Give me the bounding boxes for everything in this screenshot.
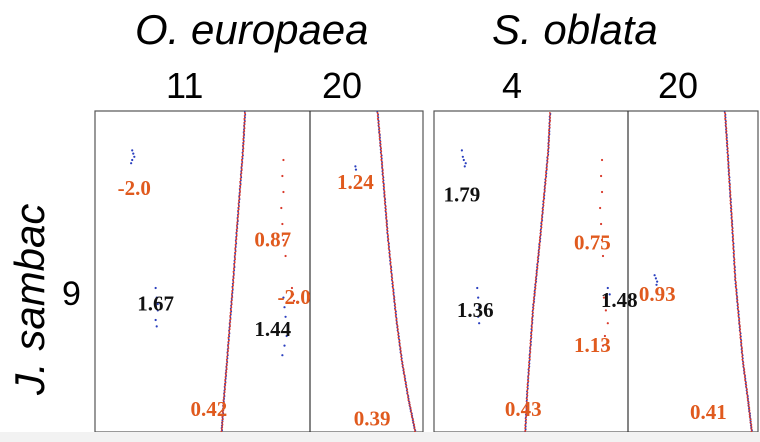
ks-label-so-20-0: 0.93 [639,282,676,306]
chromosome-label-so-4: 4 [502,65,522,106]
synteny-dot-so-4-1-4 [478,322,481,325]
synteny-dot-so-4-2-4 [599,222,603,226]
synteny-dot-oe-20-0-1 [354,168,358,171]
ks-label-oe-20-0: 1.24 [337,170,374,194]
synteny-dot-oe-11-3-2 [284,315,287,318]
synteny-dot-oe-11-2-0 [282,158,285,162]
ks-label-so-4-4: 1.48 [601,288,638,312]
synteny-dot-so-4-1-1 [477,296,480,299]
ks-label-so-4-3: 1.13 [574,333,611,357]
synteny-dot-oe-11-1-1 [155,296,158,299]
ks-label-oe-11-1: 1.67 [137,291,174,315]
ks-label-so-4-2: 0.75 [574,231,611,255]
synteny-dot-oe-11-2-1 [281,174,284,178]
synteny-dot-so-4-1-0 [476,286,479,290]
panel-so-4: 1.79 1.36 0.75 1.13 1.48 0.43 [444,112,638,432]
synteny-dot-so-4-1-3 [477,315,480,318]
synteny-dot-oe-11-0-4 [130,162,133,165]
ks-label-oe-11-2: 0.87 [254,227,291,251]
synteny-dot-so-4-2-0 [600,158,604,162]
synteny-dot-oe-11-2-3 [280,206,283,210]
synteny-dot-oe-11-1-3 [154,318,157,322]
synteny-dot-so-4-2-6 [601,254,605,258]
synteny-dot-so-4-2-3 [599,206,602,210]
ks-label-oe-11-3: 1.44 [254,317,291,341]
panel-frame-oe [94,110,424,432]
synteny-dot-oe-20-0-0 [354,165,357,168]
synteny-dot-oe-11-1-0 [154,286,157,290]
synteny-dot-oe-11-3-3 [286,325,289,328]
ks-label-oe-11-0: -2.0 [118,176,151,200]
ks-label-oe-11-5: 0.42 [191,397,228,421]
synteny-dot-oe-11-1-4 [155,325,158,328]
ks-label-so-4-5: 0.43 [505,397,542,421]
synteny-dot-oe-11-3-0 [282,296,285,299]
synteny-dot-oe-11-4-2 [292,299,296,302]
synteny-dot-oe-11-4-1 [291,293,295,296]
synteny-dot-so-20-0-0 [653,274,656,277]
synteny-dot-so-4-3-1 [604,309,607,312]
synteny-dot-oe-11-0-0 [131,149,134,152]
synteny-dot-oe-11-0-3 [131,158,134,162]
synteny-dot-oe-11-1-2 [156,309,159,312]
synteny-dot-so-4-2-1 [599,174,603,178]
column-species-1: S. oblata [492,6,658,53]
synteny-dot-so-4-3-3 [603,334,607,338]
panel-frame-so [433,110,759,432]
synteny-dot-so-4-3-2 [606,322,609,325]
synteny-dot-so-4-0-3 [464,162,467,165]
bottom-strip [0,432,760,442]
synteny-dot-oe-11-5-319 [220,430,223,432]
synteny-dot-so-4-3-0 [602,296,606,299]
chromosome-label-oe-20: 20 [322,65,362,106]
synteny-dot-oe-11-3-6 [281,354,284,357]
synteny-dot-oe-11-1-5 [156,302,159,306]
chromosome-label-so-20: 20 [658,65,698,106]
synteny-dot-oe-11-4-0 [290,286,294,290]
ks-label-so-20-1: 0.41 [690,400,727,424]
ks-label-oe-11-4: -2.0 [277,285,310,309]
synteny-dot-so-4-0-0 [460,149,463,152]
synteny-dot-oe-11-0-2 [133,155,136,158]
synteny-dot-so-4-4-0 [606,286,609,290]
synteny-dot-so-4-0-2 [462,158,465,162]
synteny-dot-so-20-1-319 [750,430,753,432]
column-species-0: O. europaea [135,6,369,53]
panel-oe-11: -2.0 1.67 0.87 1.44 -2.0 0.42 [118,111,311,432]
synteny-dot-so-4-5-319 [549,112,551,114]
synteny-dot-so-4-3-4 [601,344,605,347]
ks-label-oe-20-1: 0.39 [354,407,391,431]
synteny-dot-so-4-0-1 [461,155,464,158]
row-species-label: J. sambac [6,204,53,396]
ks-label-so-4-0: 1.79 [444,183,481,207]
synteny-dot-so-4-4-1 [608,293,611,296]
synteny-dot-so-20-0-2 [656,280,659,283]
synteny-dot-oe-11-2-5 [282,238,285,242]
synteny-dot-oe-11-2-6 [284,254,287,258]
synteny-dot-oe-11-3-1 [283,306,286,309]
synteny-dot-so-4-2-5 [600,238,604,242]
panel-oe-20: 1.24 0.39 [337,111,417,432]
synteny-dot-so-4-0-4 [463,165,466,168]
synteny-dot-oe-11-2-2 [282,190,285,194]
synteny-dot-oe-11-0-1 [132,152,135,155]
dot-plot-figure: O. europaea S. oblata 11 20 4 20 J. samb… [6,6,759,432]
synteny-dot-so-4-2-2 [600,190,604,194]
ks-label-so-4-1: 1.36 [457,298,494,322]
synteny-dot-so-20-0-1 [654,277,657,280]
synteny-dot-oe-11-3-4 [285,334,288,338]
synteny-dot-so-20-0-3 [655,283,658,286]
synteny-dot-oe-11-2-4 [281,222,284,226]
synteny-dot-oe-20-1-319 [414,430,416,432]
chromosome-label-js-9: 9 [62,275,81,313]
synteny-dot-oe-11-3-5 [283,344,286,347]
synteny-dot-so-4-1-2 [478,306,481,309]
chromosome-label-oe-11: 11 [166,65,203,106]
panel-so-20: 0.93 0.41 [639,111,753,432]
